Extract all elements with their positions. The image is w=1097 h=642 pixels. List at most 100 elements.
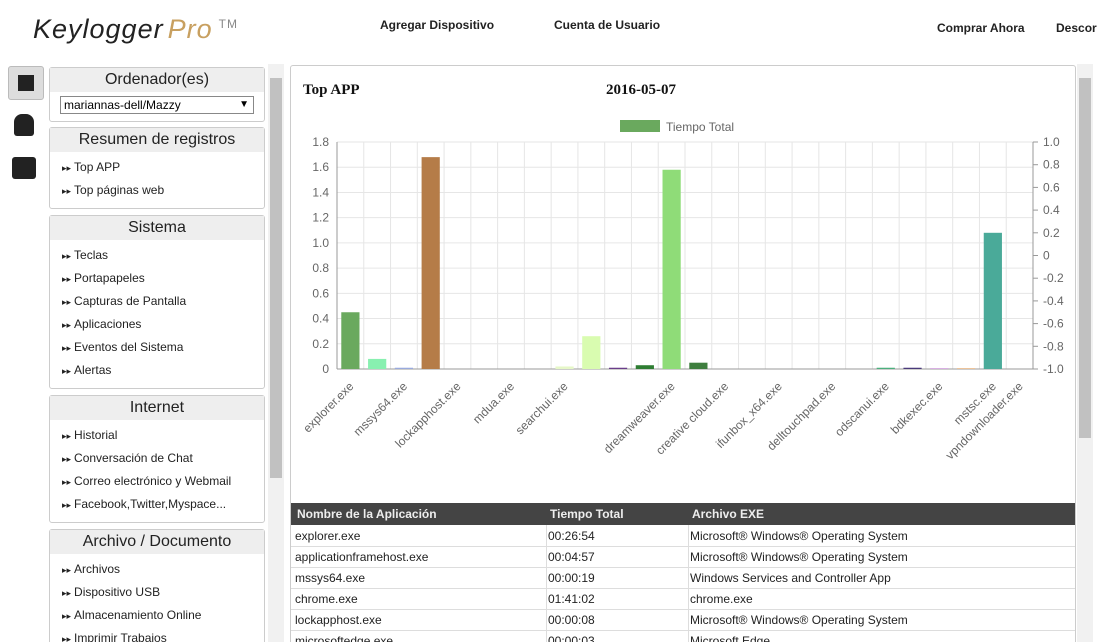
menu-item[interactable]: Alertas (50, 359, 264, 382)
section-title: Resumen de registros (50, 128, 264, 152)
bar (876, 367, 895, 369)
table-cell: 00:26:54 (548, 529, 595, 543)
bar (421, 157, 440, 369)
table-cell: Microsoft® Windows® Operating System (690, 613, 908, 627)
table-cell: microsoftedge.exe (295, 634, 394, 642)
table-col-border (688, 609, 689, 630)
menu-item[interactable]: Capturas de Pantalla (50, 290, 264, 313)
menu-item[interactable]: Facebook,Twitter,Myspace... (50, 493, 264, 516)
table-cell: chrome.exe (295, 592, 358, 606)
bar (555, 366, 574, 369)
y-tick-label: 1.8 (312, 135, 329, 149)
menu-item[interactable]: Conversación de Chat (50, 447, 264, 470)
bar (662, 169, 681, 369)
chart-title: Top APP (303, 82, 360, 98)
mac-icon[interactable] (12, 157, 36, 179)
bar (608, 367, 628, 369)
nav-link[interactable]: Cuenta de Usuario (554, 18, 661, 32)
y-tick-label: 0.2 (312, 337, 329, 351)
table-cell: 00:00:19 (548, 571, 595, 585)
y2-tick-label: 0.4 (1043, 203, 1060, 217)
table-cell: Microsoft® Windows® Operating System (690, 529, 908, 543)
select[interactable]: mariannas-dell/Mazzy ▼ (60, 96, 254, 114)
bar (689, 362, 708, 369)
x-tick-label: bdkexec.exe (888, 379, 946, 437)
y-tick-label: 1.4 (312, 185, 329, 199)
menu-item[interactable]: Eventos del Sistema (50, 336, 264, 359)
y-tick-label: 0 (322, 362, 329, 376)
y2-tick-label: -1.0 (1043, 362, 1064, 376)
bar (903, 367, 922, 369)
y2-tick-label: 0.8 (1043, 158, 1060, 172)
x-tick-label: mdua.exe (470, 379, 517, 426)
table-col-border (546, 546, 547, 567)
windows-icon[interactable] (8, 66, 44, 100)
bar (635, 365, 654, 369)
y2-tick-label: -0.4 (1043, 294, 1064, 308)
y2-tick-label: 0.6 (1043, 180, 1060, 194)
table-cell: lockapphost.exe (295, 613, 382, 627)
legend-swatch (620, 120, 660, 132)
menu-item[interactable]: Dispositivo USB (50, 581, 264, 604)
table-cell: 00:00:08 (548, 613, 595, 627)
menu-item[interactable]: Almacenamiento Online (50, 604, 264, 627)
y-tick-label: 1.0 (312, 236, 329, 250)
menu-item[interactable]: Portapapeles (50, 267, 264, 290)
table-col-border (546, 609, 547, 630)
menu-item[interactable]: Top páginas web (50, 179, 264, 202)
table-header-cell: Tiempo Total (550, 507, 624, 521)
x-tick-label: mssys64.exe (351, 379, 411, 439)
bar (582, 336, 601, 369)
computer-box: Ordenador(es) mariannas-dell/Mazzy ▼ (49, 67, 265, 122)
table-cell: 00:00:03 (548, 634, 595, 642)
y-tick-label: 1.6 (312, 160, 329, 174)
sidebar-section: Resumen de registros Top APPTop páginas w… (49, 127, 265, 209)
table-header-cell: Nombre de la Aplicación (297, 507, 437, 521)
section-title: Sistema (50, 216, 264, 240)
menu-item[interactable]: Correo electrónico y Webmail (50, 470, 264, 493)
menu-item[interactable]: Aplicaciones (50, 313, 264, 336)
legend-label: Tiempo Total (666, 120, 734, 134)
select-value: mariannas-dell/Mazzy (64, 98, 181, 112)
logo-tm: TM (218, 17, 238, 31)
scrollbar[interactable] (268, 64, 284, 642)
y2-tick-label: 0.2 (1043, 226, 1060, 240)
y-tick-label: 0.4 (312, 312, 329, 326)
table-cell: chrome.exe (690, 592, 753, 606)
y-tick-label: 1.2 (312, 211, 329, 225)
scrollbar[interactable] (1077, 64, 1093, 642)
menu-item[interactable]: Teclas (50, 244, 264, 267)
table-header-cell: Archivo EXE (692, 507, 765, 521)
table-cell: 00:04:57 (548, 550, 595, 564)
x-tick-label: odscanui.exe (832, 379, 892, 439)
table-cell: applicationframehost.exe (295, 550, 429, 564)
menu-item[interactable]: Top APP (50, 156, 264, 179)
nav-link[interactable]: Comprar Ahora (937, 21, 1025, 35)
table-cell: explorer.exe (295, 529, 361, 543)
nav-link[interactable]: Descor (1056, 21, 1097, 35)
section-title: Archivo / Documento (50, 530, 264, 554)
chart-subtitle: 2016-05-07 (606, 82, 676, 98)
menu-item[interactable]: Historial (50, 424, 264, 447)
table-cell: Microsoft Edge (690, 634, 771, 642)
table-cell: 01:41:02 (548, 592, 595, 606)
sidebar-section: Archivo / Documento ArchivosDispositivo U… (49, 529, 265, 642)
menu-item[interactable]: Imprimir Trabajos (50, 627, 264, 642)
y2-tick-label: -0.6 (1043, 317, 1064, 331)
table-col-border (688, 546, 689, 567)
table-col-border (546, 630, 547, 642)
table-row-border (291, 588, 1075, 589)
x-tick-label: explorer.exe (300, 379, 356, 435)
table-row-border (291, 609, 1075, 610)
box-title: Ordenador(es) (50, 68, 264, 92)
bar (341, 312, 360, 369)
android-icon[interactable] (14, 114, 34, 136)
logo: Keylogger Pro TM (33, 14, 238, 45)
y2-tick-label: 1.0 (1043, 135, 1060, 149)
table-col-border (688, 525, 689, 546)
table-cell: Microsoft® Windows® Operating System (690, 550, 908, 564)
nav-link[interactable]: Agregar Dispositivo (380, 18, 495, 32)
x-tick-label: searchui.exe (513, 379, 571, 437)
menu-item[interactable]: Archivos (50, 558, 264, 581)
